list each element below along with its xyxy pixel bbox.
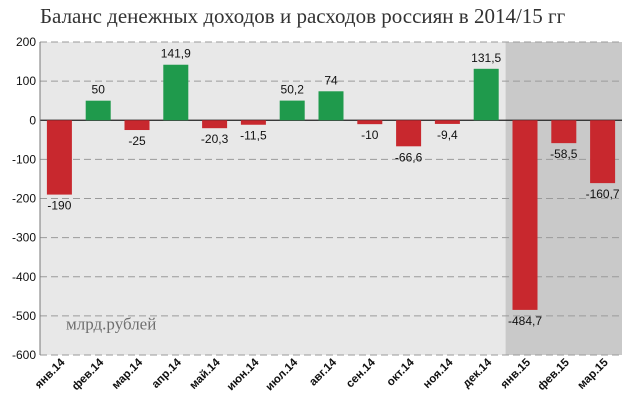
y-tick-label: -300 (12, 231, 36, 245)
data-label: 131,5 (471, 51, 501, 65)
x-tick-label: окт.14 (385, 356, 418, 389)
bar-авг.14 (318, 91, 344, 121)
y-tick-label: -500 (12, 309, 36, 323)
data-label: -190 (47, 199, 71, 213)
x-tick-label: мар.15 (576, 356, 612, 392)
y-tick-label: -400 (12, 270, 36, 284)
bar-сен.14 (357, 120, 383, 125)
x-tick-label: апр.14 (150, 356, 185, 391)
data-label: -25 (128, 134, 146, 148)
x-tick-label: дек.14 (461, 356, 495, 390)
bars (46, 64, 616, 310)
x-tick-label: авг.14 (307, 356, 339, 388)
data-label: -66,6 (395, 150, 423, 164)
data-label: 50 (92, 83, 106, 97)
unit-label: млрд.рублей (66, 315, 156, 334)
data-label: -11,5 (240, 129, 267, 143)
x-tick-label: янв.15 (499, 356, 534, 391)
y-tick-label: 200 (16, 35, 36, 49)
x-tick-label: мар.14 (110, 356, 146, 392)
bar-ноя.14 (434, 120, 460, 124)
x-tick-label: июл.14 (264, 356, 301, 393)
bar-фев.15 (551, 120, 577, 144)
bar-дек.14 (473, 68, 499, 121)
bar-мар.15 (590, 120, 616, 184)
x-tick-label: фев.15 (536, 356, 573, 393)
data-label: -160,7 (586, 187, 620, 201)
y-tick-label: -200 (12, 192, 36, 206)
chart-title: Баланс денежных доходов и расходов росси… (40, 4, 566, 28)
x-tick-label: май.14 (187, 356, 223, 392)
y-tick-label: -600 (12, 348, 36, 362)
bar-июн.14 (240, 120, 266, 125)
bar-май.14 (202, 120, 228, 129)
x-tick-label: фев.14 (70, 356, 107, 393)
y-axis: 200 100 0 -100 -200 -300 -400 -500 -600 (12, 35, 41, 362)
bar-мар.14 (124, 120, 150, 131)
bar-окт.14 (396, 120, 422, 147)
y-tick-label: -100 (12, 152, 36, 166)
x-tick-label: июн.14 (225, 356, 262, 393)
y-tick-label: 0 (29, 113, 36, 127)
bar-янв.14 (46, 120, 72, 195)
bar-фев.14 (85, 100, 111, 121)
data-label: -484,7 (508, 314, 542, 328)
x-tick-label: ноя.14 (421, 356, 456, 391)
x-tick-label: янв.14 (33, 356, 68, 391)
data-label: -10 (361, 128, 379, 142)
bar-янв.15 (512, 120, 538, 310)
data-label: 50,2 (281, 83, 305, 97)
data-label: -20,3 (201, 132, 229, 146)
data-label: -9,4 (437, 128, 458, 142)
x-tick-label: сен.14 (344, 356, 378, 390)
data-labels: -190 50 -25 141,9 -20,3 -11,5 50,2 74 -10 -66,6 -9… (47, 47, 620, 328)
bar-июл.14 (279, 100, 305, 121)
x-axis: янв.14 фев.14 мар.14 апр.14 май.14 июн.14 июл.… (33, 356, 611, 393)
data-label: 74 (324, 73, 338, 87)
data-label: -58,5 (550, 147, 578, 161)
bar-апр.14 (163, 64, 189, 121)
data-label: 141,9 (161, 47, 191, 61)
y-tick-label: 100 (16, 74, 36, 88)
